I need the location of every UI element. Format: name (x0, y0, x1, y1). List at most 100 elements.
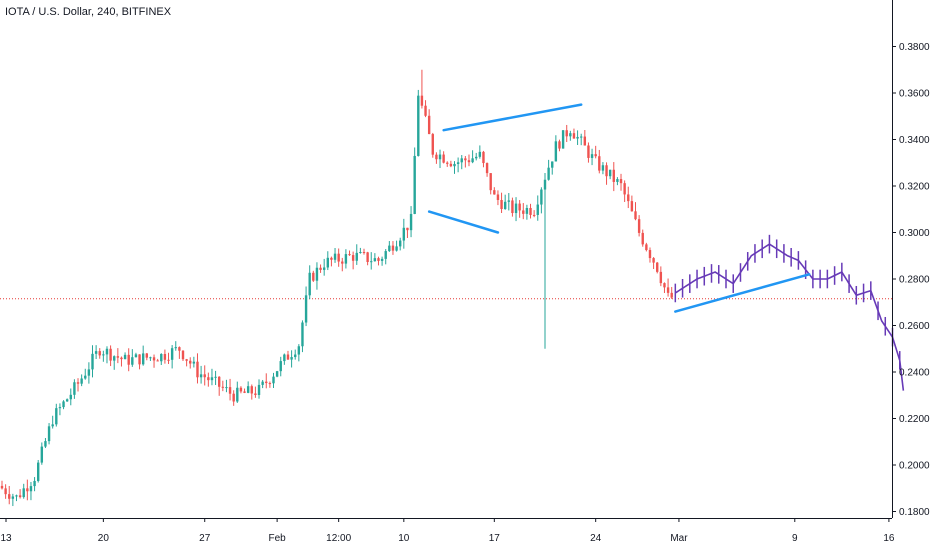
candle-body (583, 136, 587, 146)
candle (189, 357, 192, 369)
candle-body (464, 158, 467, 161)
candle (645, 242, 648, 252)
candle (637, 215, 641, 237)
candle-body (406, 227, 409, 231)
candle (616, 177, 619, 186)
trendline[interactable] (427, 210, 500, 234)
time-tick-label: 17 (489, 533, 501, 544)
candle-body (608, 169, 612, 177)
candle (145, 352, 148, 361)
candle (402, 218, 406, 249)
trendline[interactable] (674, 273, 811, 313)
candle (141, 345, 145, 366)
candle (453, 161, 456, 174)
candle-body (8, 494, 11, 499)
candle-body (460, 158, 463, 163)
candle (395, 240, 398, 252)
candle-body (261, 381, 264, 385)
candle-body (58, 407, 62, 409)
candle-body (384, 251, 387, 259)
price-axis[interactable]: 0.3800 0.3600 0.3400 0.3200 0.3000 0.2800 0.26… (892, 0, 930, 518)
candle (529, 203, 532, 219)
candle-body (427, 115, 431, 135)
candle (333, 248, 337, 263)
price-tick-label: 0.3200 (899, 182, 930, 193)
candle-body (446, 162, 449, 164)
candle-body (98, 351, 101, 356)
candle-body (565, 130, 568, 137)
candle-body (594, 154, 597, 157)
candle-body (225, 387, 228, 389)
candle (583, 130, 587, 146)
candle-body (500, 199, 503, 210)
candle-body (65, 399, 69, 402)
candle (608, 169, 612, 180)
candle-body (402, 227, 406, 241)
candle-body (601, 165, 605, 171)
candle-body (185, 359, 188, 361)
time-tick-label: Mar (670, 533, 688, 544)
candle (500, 192, 503, 214)
candle (431, 132, 434, 158)
candle-body (29, 486, 33, 492)
candle-body (94, 351, 98, 354)
candle-body (424, 105, 427, 116)
trendline[interactable] (442, 103, 583, 132)
candle-body (587, 145, 590, 158)
candle (123, 352, 127, 360)
candle-body (265, 381, 268, 384)
candle-body (141, 353, 145, 365)
candle (127, 348, 130, 372)
candle-body (435, 154, 438, 160)
candle (627, 186, 630, 209)
candle-body (619, 179, 623, 184)
time-axis[interactable]: 13 20 27 Feb 12:00 10 17 24 Mar 9 16 (0, 518, 895, 544)
candle-body (666, 287, 670, 293)
trendlines[interactable] (427, 103, 811, 313)
candle (438, 149, 442, 169)
candle (131, 349, 134, 367)
candle (91, 345, 94, 378)
candle-body (543, 179, 547, 190)
price-tick-label: 0.2600 (899, 321, 930, 332)
candle (76, 378, 80, 392)
candle-body (456, 162, 460, 164)
candle-body (22, 488, 25, 498)
candle (619, 173, 623, 191)
candle (663, 282, 666, 293)
candle-body (37, 462, 40, 481)
candle-body (627, 194, 630, 202)
projection-path (674, 234, 905, 391)
candle (435, 152, 438, 164)
candle-body (355, 252, 358, 261)
candle (406, 227, 409, 238)
candle (670, 286, 673, 299)
candle (207, 372, 210, 387)
candle-body (87, 369, 91, 376)
candle (399, 237, 402, 251)
candle-body (55, 408, 58, 425)
price-tick-label: 0.1800 (899, 507, 930, 518)
candle (337, 248, 340, 267)
candle (203, 365, 206, 386)
candle (569, 130, 572, 141)
candle-body (388, 245, 391, 252)
candle (243, 388, 246, 394)
candle-body (127, 354, 130, 365)
candle (427, 109, 431, 135)
candle (388, 241, 391, 252)
candle (370, 252, 373, 270)
candle (261, 379, 264, 389)
candle (265, 373, 268, 389)
candle (109, 345, 112, 367)
candle (449, 160, 453, 168)
candle (221, 380, 225, 392)
candle (134, 352, 138, 358)
candle-body (511, 200, 514, 214)
candle-body (558, 141, 561, 149)
candle-body (417, 95, 420, 156)
candle (178, 346, 181, 359)
candle-body (536, 204, 539, 215)
candle (362, 248, 366, 255)
